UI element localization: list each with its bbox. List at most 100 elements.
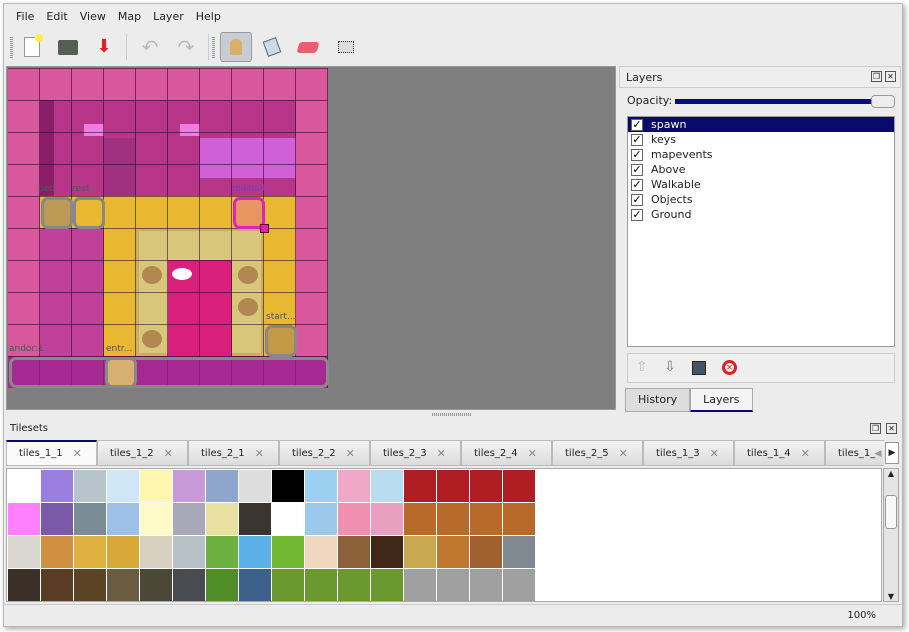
- tileset-view[interactable]: [6, 468, 882, 602]
- close-tab-icon[interactable]: ✕: [527, 446, 537, 460]
- tab-layers[interactable]: Layers: [690, 388, 753, 412]
- tile[interactable]: [470, 470, 503, 503]
- tile[interactable]: [503, 569, 536, 601]
- map-object-start[interactable]: [265, 325, 297, 357]
- tile[interactable]: [404, 470, 437, 503]
- scroll-tabs-left-icon[interactable]: ◀: [874, 449, 882, 459]
- eraser-button[interactable]: [294, 33, 322, 61]
- resize-handle[interactable]: [260, 224, 269, 233]
- layer-item-above[interactable]: ✓ Above: [628, 162, 894, 177]
- tile[interactable]: [503, 503, 536, 536]
- tile[interactable]: [371, 569, 404, 601]
- tile[interactable]: [107, 503, 140, 536]
- tile[interactable]: [503, 470, 536, 503]
- tile[interactable]: [173, 470, 206, 503]
- close-tab-icon[interactable]: ✕: [709, 446, 719, 460]
- layer-item-ground[interactable]: ✓ Ground: [628, 207, 894, 222]
- menu-edit[interactable]: Edit: [46, 10, 68, 23]
- close-tab-icon[interactable]: ✕: [254, 446, 264, 460]
- menu-file[interactable]: File: [16, 10, 35, 23]
- tile[interactable]: [437, 470, 470, 503]
- visibility-checkbox[interactable]: ✓: [631, 192, 643, 206]
- tile[interactable]: [470, 536, 503, 569]
- tile[interactable]: [41, 569, 74, 601]
- tile[interactable]: [305, 503, 338, 536]
- move-layer-down-icon[interactable]: ⇩: [664, 359, 676, 375]
- map-object-andor[interactable]: [9, 357, 329, 388]
- tile[interactable]: [338, 503, 371, 536]
- visibility-checkbox[interactable]: ✓: [631, 177, 643, 191]
- tile[interactable]: [206, 569, 239, 601]
- tile[interactable]: [8, 470, 41, 503]
- splitter-handle[interactable]: [432, 413, 472, 416]
- scroll-up-icon[interactable]: ▲: [887, 469, 895, 478]
- float-icon[interactable]: ❐: [871, 71, 882, 82]
- tile[interactable]: [239, 569, 272, 601]
- tile[interactable]: [272, 503, 305, 536]
- tile[interactable]: [305, 470, 338, 503]
- opacity-slider[interactable]: [675, 99, 889, 104]
- tile[interactable]: [239, 470, 272, 503]
- tile[interactable]: [437, 503, 470, 536]
- map-object-entrance[interactable]: [105, 357, 137, 388]
- stamp-brush-button[interactable]: [220, 32, 252, 62]
- scrollbar-thumb[interactable]: [885, 495, 897, 529]
- close-tab-icon[interactable]: ✕: [800, 446, 810, 460]
- tile[interactable]: [470, 503, 503, 536]
- tile[interactable]: [74, 470, 107, 503]
- tile[interactable]: [404, 503, 437, 536]
- visibility-checkbox[interactable]: ✓: [631, 132, 643, 146]
- tile[interactable]: [41, 470, 74, 503]
- tile[interactable]: [404, 536, 437, 569]
- tab-tiles-2-2[interactable]: tiles_2_2 ✕: [279, 440, 370, 466]
- tile[interactable]: [206, 503, 239, 536]
- tile[interactable]: [74, 503, 107, 536]
- tile[interactable]: [470, 569, 503, 601]
- tile[interactable]: [239, 536, 272, 569]
- tile[interactable]: [140, 470, 173, 503]
- map-object-bed[interactable]: [41, 197, 73, 229]
- new-button[interactable]: [18, 33, 46, 61]
- tile[interactable]: [272, 536, 305, 569]
- tab-tiles-1-4[interactable]: tiles_1_4 ✕: [734, 440, 825, 466]
- undo-button[interactable]: ↶: [136, 33, 164, 61]
- tab-tiles-2-5[interactable]: tiles_2_5 ✕: [552, 440, 643, 466]
- tile[interactable]: [107, 569, 140, 601]
- tile[interactable]: [338, 470, 371, 503]
- menu-help[interactable]: Help: [195, 10, 221, 23]
- scroll-down-icon[interactable]: ▼: [887, 592, 895, 601]
- tile[interactable]: [272, 470, 305, 503]
- close-tab-icon[interactable]: ✕: [72, 447, 82, 460]
- close-tab-icon[interactable]: ✕: [163, 446, 173, 460]
- rect-select-button[interactable]: [332, 33, 360, 61]
- toolbar-grip[interactable]: [10, 37, 13, 59]
- toolbar-grip-2[interactable]: [212, 37, 215, 59]
- map-object-rest[interactable]: [73, 197, 105, 229]
- tile[interactable]: [437, 569, 470, 601]
- close-tab-icon[interactable]: ✕: [345, 446, 355, 460]
- move-layer-up-icon[interactable]: ⇧: [636, 359, 648, 375]
- layer-item-mapevents[interactable]: ✓ mapevents: [628, 147, 894, 162]
- tile[interactable]: [305, 536, 338, 569]
- tile[interactable]: [107, 470, 140, 503]
- visibility-checkbox[interactable]: ✓: [631, 207, 643, 221]
- duplicate-layer-icon[interactable]: [692, 361, 706, 375]
- opacity-slider-handle[interactable]: [871, 95, 895, 108]
- tile[interactable]: [140, 569, 173, 601]
- tile[interactable]: [206, 470, 239, 503]
- layer-item-keys[interactable]: ✓ keys: [628, 132, 894, 147]
- float-icon[interactable]: ❐: [870, 423, 881, 434]
- tile[interactable]: [107, 536, 140, 569]
- redo-button[interactable]: ↷: [172, 33, 200, 61]
- open-button[interactable]: [54, 33, 82, 61]
- scroll-tabs-right-icon[interactable]: ▶: [885, 442, 899, 464]
- visibility-checkbox[interactable]: ✓: [631, 162, 643, 176]
- close-icon[interactable]: ✕: [885, 71, 896, 82]
- layer-item-spawn[interactable]: ✓ spawn: [628, 117, 894, 132]
- tile[interactable]: [74, 536, 107, 569]
- tile[interactable]: [239, 503, 272, 536]
- tile[interactable]: [173, 536, 206, 569]
- tab-tiles-1-3[interactable]: tiles_1_3 ✕: [643, 440, 734, 466]
- menu-map[interactable]: Map: [117, 10, 142, 23]
- tile[interactable]: [338, 569, 371, 601]
